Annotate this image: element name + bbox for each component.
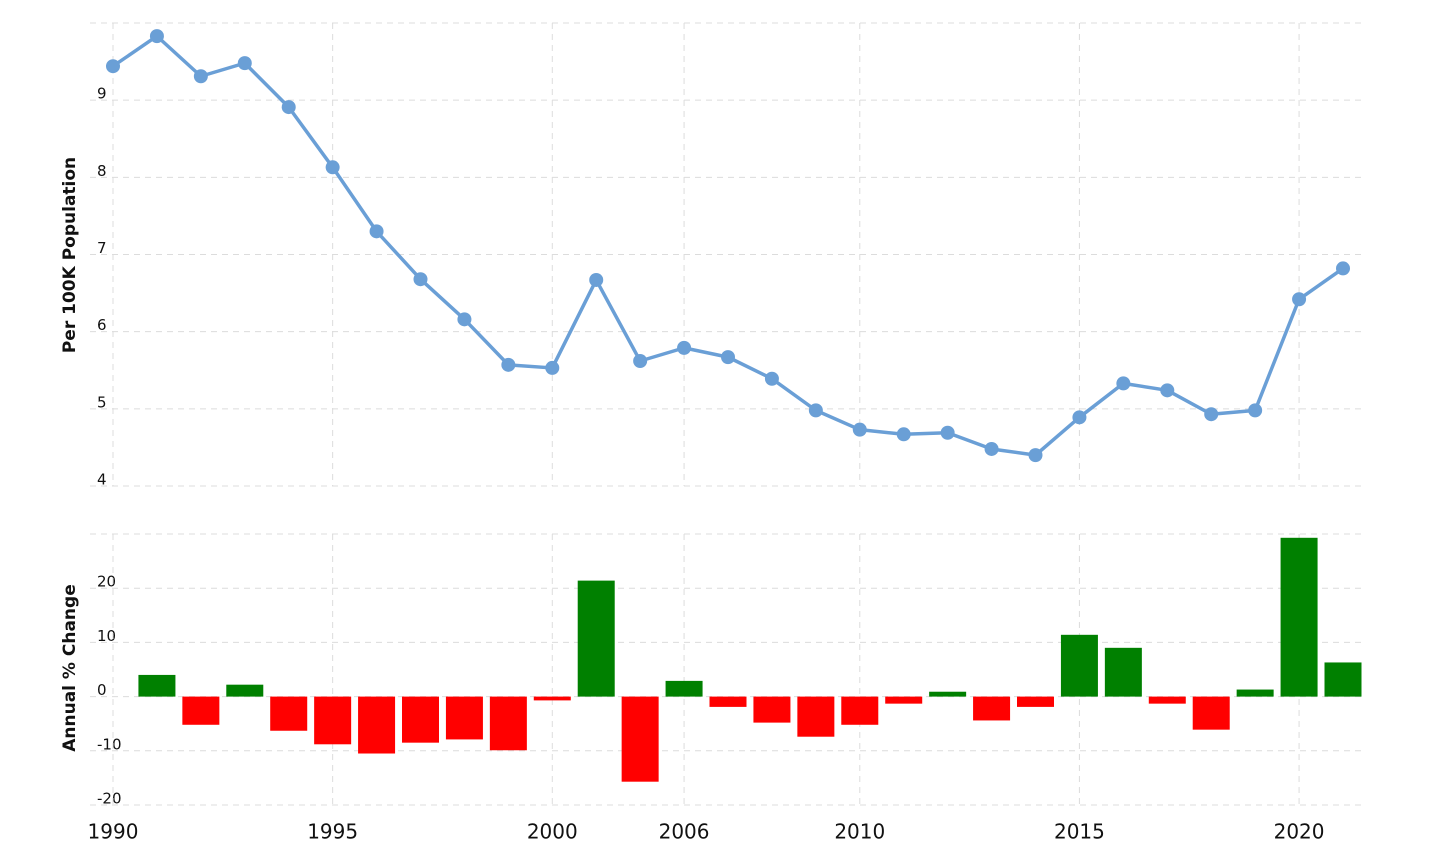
bar xyxy=(1104,647,1142,697)
y-tick-label: 8 xyxy=(97,162,107,180)
point xyxy=(457,312,472,327)
point xyxy=(1204,407,1219,422)
bar xyxy=(929,691,967,697)
point xyxy=(501,357,516,372)
bar xyxy=(226,684,264,697)
point xyxy=(106,59,120,74)
bar xyxy=(270,696,308,731)
bar xyxy=(1236,689,1274,697)
bar xyxy=(709,696,747,707)
point xyxy=(1160,383,1175,398)
y-tick-label: 5 xyxy=(97,393,107,411)
x-tick-label: 2020 xyxy=(1274,820,1325,844)
point xyxy=(413,272,428,287)
bar xyxy=(358,696,396,754)
point xyxy=(677,340,692,355)
bar xyxy=(182,696,220,725)
bar xyxy=(621,696,659,782)
point xyxy=(852,422,867,437)
y-tick-label: 0 xyxy=(97,681,107,699)
x-tick-label: 2000 xyxy=(527,820,578,844)
point xyxy=(1248,403,1263,418)
x-tick-label: 2006 xyxy=(659,820,710,844)
x-tick-label: 1990 xyxy=(88,820,139,844)
point xyxy=(369,224,384,239)
point xyxy=(193,69,208,84)
point xyxy=(545,360,560,375)
bar xyxy=(489,696,527,751)
bar xyxy=(841,696,879,725)
point xyxy=(1072,410,1087,425)
y-tick-label: -20 xyxy=(97,790,122,808)
point xyxy=(1116,376,1131,391)
point xyxy=(808,403,823,418)
bar xyxy=(1280,537,1318,697)
bar xyxy=(402,696,439,743)
y-tick-label: 7 xyxy=(97,239,107,257)
bar xyxy=(533,696,571,701)
bar xyxy=(973,696,1011,721)
bar xyxy=(314,696,352,745)
point xyxy=(721,350,735,365)
point xyxy=(940,425,955,440)
point xyxy=(764,371,779,386)
x-tick-label: 2015 xyxy=(1054,820,1105,844)
bar xyxy=(1192,696,1230,730)
point xyxy=(589,272,604,287)
point xyxy=(281,100,296,115)
bar xyxy=(577,580,615,697)
y-tick-label: 4 xyxy=(97,471,107,489)
bar xyxy=(1148,696,1186,704)
bar xyxy=(1060,634,1098,697)
bar xyxy=(665,680,703,697)
point xyxy=(1336,261,1350,276)
bar xyxy=(1324,662,1362,697)
point xyxy=(237,56,252,71)
bar xyxy=(797,696,835,737)
x-tick-label: 1995 xyxy=(307,820,358,844)
y-tick-label: 6 xyxy=(97,316,107,334)
point xyxy=(984,441,999,456)
y-tick-label: 20 xyxy=(97,573,116,591)
point xyxy=(149,29,164,44)
bar xyxy=(1017,696,1054,707)
bar xyxy=(885,696,923,704)
y-tick-label: 10 xyxy=(97,627,116,645)
bar xyxy=(445,696,483,740)
y-axis-label: Per 100K Population xyxy=(60,157,80,353)
y-tick-label: -10 xyxy=(97,735,122,753)
y-axis-label: Annual % Change xyxy=(60,584,80,752)
bar xyxy=(753,696,791,723)
point xyxy=(633,353,648,368)
bar xyxy=(138,674,176,697)
y-tick-label: 9 xyxy=(97,85,107,103)
line xyxy=(112,34,1345,457)
x-tick-label: 2010 xyxy=(834,820,885,844)
point xyxy=(1292,292,1307,307)
point xyxy=(325,160,340,175)
point xyxy=(896,427,911,442)
point xyxy=(1028,448,1043,463)
